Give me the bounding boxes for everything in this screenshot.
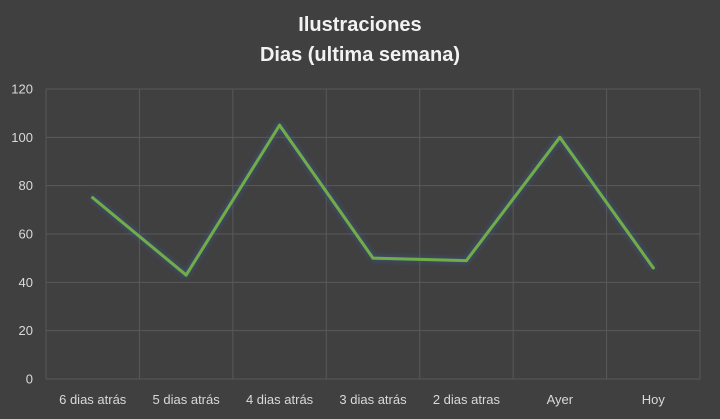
- data-point: [464, 259, 468, 263]
- x-tick-label: 2 dias atras: [433, 392, 501, 407]
- x-tick-label: Hoy: [642, 392, 666, 407]
- y-tick-label: 80: [19, 178, 33, 193]
- y-tick-label: 100: [11, 130, 33, 145]
- x-tick-label: Ayer: [547, 392, 574, 407]
- y-tick-label: 0: [26, 372, 33, 387]
- y-tick-label: 20: [19, 323, 33, 338]
- y-axis-ticks: 0 20 40 60 80 100 120: [11, 82, 33, 387]
- grid-layer: [45, 88, 701, 380]
- data-point: [651, 266, 655, 270]
- y-tick-label: 60: [19, 227, 33, 242]
- data-point: [91, 196, 95, 200]
- x-tick-label: 3 dias atrás: [339, 392, 407, 407]
- y-tick-label: 40: [19, 275, 33, 290]
- data-point: [184, 273, 188, 277]
- x-tick-label: 4 dias atrás: [246, 392, 314, 407]
- chart-title: Ilustraciones: [298, 14, 422, 36]
- data-point: [371, 256, 375, 260]
- data-point: [558, 135, 562, 139]
- data-point: [278, 123, 282, 127]
- x-axis-ticks: 6 dias atrás 5 dias atrás 4 dias atrás 3 di…: [59, 392, 665, 407]
- chart-subtitle: Dias (ultima semana): [259, 44, 461, 66]
- y-tick-label: 120: [11, 82, 33, 97]
- series-layer: [91, 123, 655, 277]
- series-line: [91, 123, 655, 277]
- x-tick-label: 6 dias atrás: [59, 392, 127, 407]
- x-tick-label: 5 dias atrás: [153, 392, 221, 407]
